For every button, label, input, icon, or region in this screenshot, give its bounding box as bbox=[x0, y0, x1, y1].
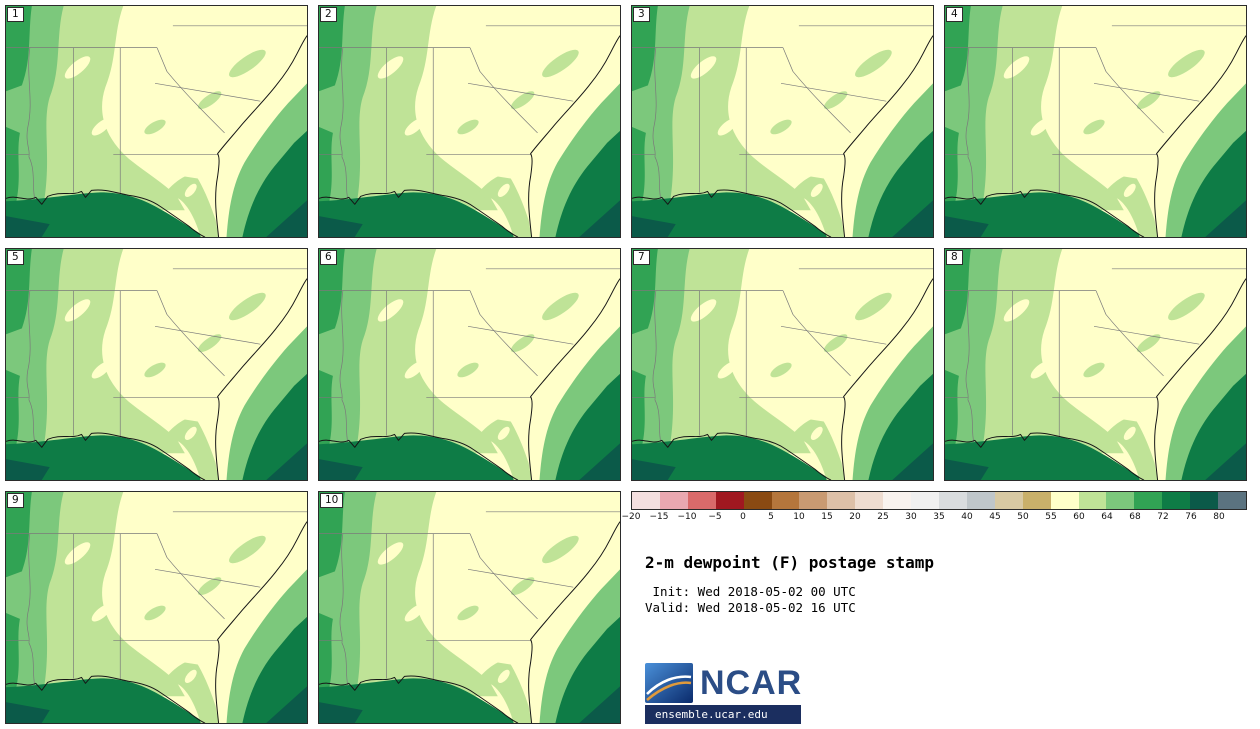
colorbar-segment bbox=[687, 492, 716, 509]
colorbar bbox=[631, 491, 1247, 510]
colorbar-tick-label: 15 bbox=[821, 512, 833, 522]
colorbar-segment bbox=[1022, 492, 1051, 509]
colorbar-tick-label: 76 bbox=[1185, 512, 1197, 522]
colorbar-tick-label: 80 bbox=[1213, 512, 1225, 522]
colorbar-tick-label: −15 bbox=[649, 512, 669, 522]
colorbar-segment bbox=[659, 492, 688, 509]
colorbar-tick-label: 5 bbox=[768, 512, 774, 522]
colorbar-tick-label: 40 bbox=[961, 512, 973, 522]
ncar-logo-icon bbox=[645, 663, 693, 703]
colorbar-segment bbox=[1190, 492, 1219, 509]
ensemble-member-map: 2 bbox=[318, 5, 621, 238]
colorbar-segment bbox=[715, 492, 744, 509]
dewpoint-map bbox=[319, 249, 620, 480]
time-info: Init: Wed 2018-05-02 00 UTC Valid: Wed 2… bbox=[631, 584, 1247, 616]
panel-number-label: 10 bbox=[320, 493, 344, 508]
colorbar-tick-label: −10 bbox=[677, 512, 697, 522]
colorbar-segment bbox=[1078, 492, 1107, 509]
colorbar-tick-label: 55 bbox=[1045, 512, 1057, 522]
panel-number-label: 6 bbox=[320, 250, 337, 265]
dewpoint-map bbox=[945, 6, 1246, 237]
colorbar-tick-label: 50 bbox=[1017, 512, 1029, 522]
colorbar-segment bbox=[1050, 492, 1079, 509]
colorbar-tick-label: −5 bbox=[708, 512, 722, 522]
colorbar-tick-label: 45 bbox=[989, 512, 1001, 522]
colorbar-segment bbox=[827, 492, 856, 509]
colorbar-segment bbox=[855, 492, 884, 509]
colorbar-segment bbox=[883, 492, 912, 509]
ensemble-member-map: 1 bbox=[5, 5, 308, 238]
ensemble-member-map: 9 bbox=[5, 491, 308, 724]
panel-number-label: 4 bbox=[946, 7, 963, 22]
colorbar-tick-label: 72 bbox=[1157, 512, 1169, 522]
dewpoint-map bbox=[6, 6, 307, 237]
colorbar-tick-label: 68 bbox=[1129, 512, 1141, 522]
colorbar-tick-label: 60 bbox=[1073, 512, 1085, 522]
colorbar-tick-label: 30 bbox=[905, 512, 917, 522]
dewpoint-map bbox=[945, 249, 1246, 480]
panel-number-label: 8 bbox=[946, 250, 963, 265]
colorbar-tick-label: 10 bbox=[793, 512, 805, 522]
ensemble-member-map: 8 bbox=[944, 248, 1247, 481]
panel-number-label: 5 bbox=[7, 250, 24, 265]
colorbar-segment bbox=[1134, 492, 1163, 509]
colorbar-segment bbox=[938, 492, 967, 509]
dewpoint-map bbox=[6, 492, 307, 723]
colorbar-segment bbox=[632, 492, 660, 509]
valid-time: Valid: Wed 2018-05-02 16 UTC bbox=[645, 600, 856, 615]
panel-number-label: 2 bbox=[320, 7, 337, 22]
dewpoint-map bbox=[319, 6, 620, 237]
colorbar-segment bbox=[1218, 492, 1246, 509]
colorbar-tick-label: 35 bbox=[933, 512, 945, 522]
dewpoint-map bbox=[319, 492, 620, 723]
ensemble-member-map: 3 bbox=[631, 5, 934, 238]
ensemble-member-map: 5 bbox=[5, 248, 308, 481]
colorbar-tick-label: −20 bbox=[621, 512, 641, 522]
colorbar-segment bbox=[1162, 492, 1191, 509]
init-time: Init: Wed 2018-05-02 00 UTC bbox=[645, 584, 856, 599]
dewpoint-map bbox=[632, 249, 933, 480]
dewpoint-map bbox=[6, 249, 307, 480]
colorbar-tick-label: 25 bbox=[877, 512, 889, 522]
colorbar-segment bbox=[799, 492, 828, 509]
ncar-logo: NCAR bbox=[645, 663, 1247, 703]
colorbar-segment bbox=[1106, 492, 1135, 509]
colorbar-tick-labels: −20 −15 −10 −5 0 5 10 15 20 25 30 35 40 45 50 55 60 64 68 7… bbox=[622, 512, 1247, 526]
ensemble-member-map: 6 bbox=[318, 248, 621, 481]
ensemble-member-map: 4 bbox=[944, 5, 1247, 238]
panel-number-label: 1 bbox=[7, 7, 24, 22]
panel-number-label: 3 bbox=[633, 7, 650, 22]
ensemble-member-map: 10 bbox=[318, 491, 621, 724]
site-url: ensemble.ucar.edu bbox=[645, 705, 801, 724]
colorbar-tick-label: 0 bbox=[740, 512, 746, 522]
colorbar-tick-label: 64 bbox=[1101, 512, 1113, 522]
colorbar-segment bbox=[743, 492, 772, 509]
colorbar-segment bbox=[966, 492, 995, 509]
ncar-logo-text: NCAR bbox=[700, 664, 803, 702]
branding: NCAR ensemble.ucar.edu bbox=[645, 663, 1247, 724]
colorbar-segment bbox=[911, 492, 939, 509]
dewpoint-map bbox=[632, 6, 933, 237]
info-block: −20 −15 −10 −5 0 5 10 15 20 25 30 35 40 45 50 55 60 64 68 7… bbox=[622, 491, 1247, 724]
panel-number-label: 7 bbox=[633, 250, 650, 265]
panel-number-label: 9 bbox=[7, 493, 24, 508]
ensemble-member-map: 7 bbox=[631, 248, 934, 481]
colorbar-tick-label: 20 bbox=[849, 512, 861, 522]
figure-title: 2-m dewpoint (F) postage stamp bbox=[645, 553, 934, 572]
colorbar-segment bbox=[994, 492, 1023, 509]
colorbar-segment bbox=[771, 492, 800, 509]
